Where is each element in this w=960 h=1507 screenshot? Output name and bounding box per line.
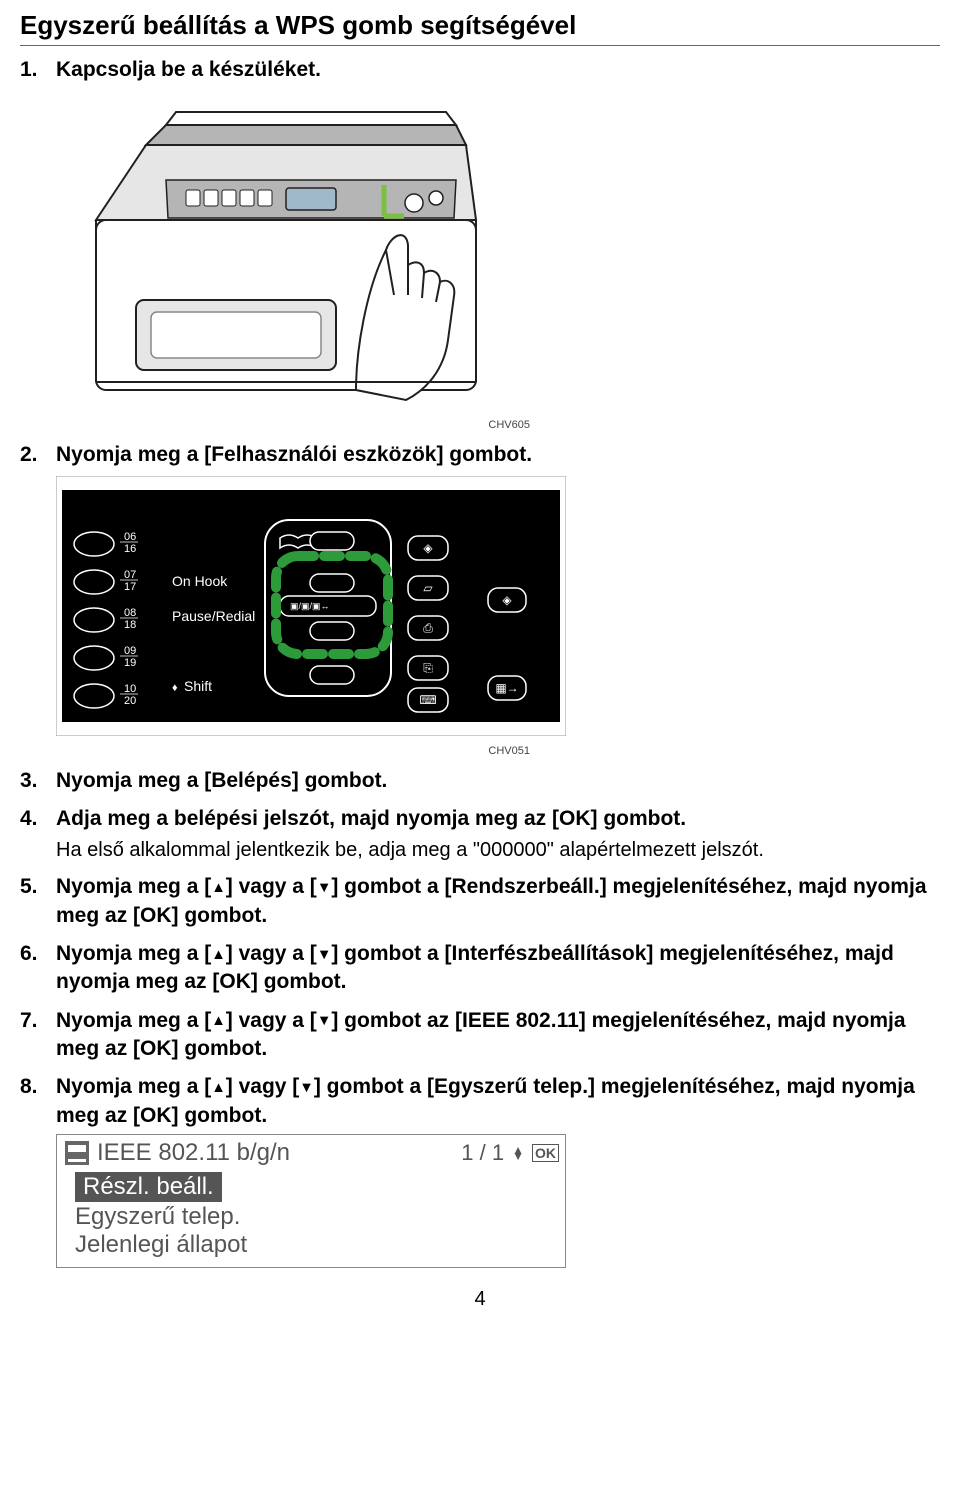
section-title: Egyszerű beállítás a WPS gomb segítségév… [20, 10, 940, 46]
step-6-num: 6. [20, 940, 56, 997]
panel-text-pause: Pause/Redial [172, 608, 255, 624]
step-3-num: 3. [20, 767, 56, 795]
ok-badge: OK [532, 1144, 559, 1162]
step-5: 5. Nyomja meg a [] vagy a [] gombot a [R… [20, 873, 940, 930]
svg-text:09: 09 [124, 645, 136, 657]
svg-text:⌨: ⌨ [419, 693, 436, 707]
step-5-text: Nyomja meg a [] vagy a [] gombot a [Rend… [56, 873, 940, 930]
step-1-text: Kapcsolja be a készüléket. [56, 56, 940, 84]
menu-icon [65, 1141, 89, 1165]
step-4: 4. Adja meg a belépési jelszót, majd nyo… [20, 805, 940, 833]
svg-text:▦→: ▦→ [495, 681, 518, 695]
step-7-text: Nyomja meg a [] vagy a [] gombot az [IEE… [56, 1007, 940, 1064]
step-7-num: 7. [20, 1007, 56, 1064]
svg-text:▣/▣/▣↔: ▣/▣/▣↔ [290, 601, 330, 611]
down-arrow-icon [317, 942, 332, 965]
svg-text:07: 07 [124, 569, 136, 581]
step-8-mid: ] vagy [ [226, 1075, 300, 1098]
step-1: 1. Kapcsolja be a készüléket. [20, 56, 940, 84]
svg-text:16: 16 [124, 543, 136, 555]
step-8-text: Nyomja meg a [] vagy [] gombot a [Egysze… [56, 1073, 940, 1130]
step-6-text: Nyomja meg a [] vagy a [] gombot a [Inte… [56, 940, 940, 997]
step-8: 8. Nyomja meg a [] vagy [] gombot a [Egy… [20, 1073, 940, 1130]
step-5-pre: Nyomja meg a [ [56, 875, 211, 898]
down-arrow-icon [317, 875, 332, 898]
panel-svg: 0616 0717 0818 0919 1020 On Hook Pause/Redia… [56, 476, 566, 736]
svg-text:17: 17 [124, 581, 136, 593]
lcd-selected: Részl. beáll. [75, 1172, 222, 1202]
step-6-pre: Nyomja meg a [ [56, 942, 211, 965]
svg-text:◈: ◈ [502, 593, 512, 607]
svg-text:06: 06 [124, 531, 136, 543]
step-8-pre: Nyomja meg a [ [56, 1075, 211, 1098]
lcd-title: IEEE 802.11 b/g/n [97, 1139, 453, 1167]
up-arrow-icon [211, 875, 226, 898]
step-7-pre: Nyomja meg a [ [56, 1009, 211, 1032]
step-6-mid: ] vagy a [ [226, 942, 317, 965]
up-arrow-icon [211, 1075, 226, 1098]
lcd-menu: IEEE 802.11 b/g/n 1 / 1 ▲▼ OK Részl. beá… [56, 1134, 566, 1268]
page-number: 4 [20, 1288, 940, 1311]
up-arrow-icon [211, 942, 226, 965]
step-6: 6. Nyomja meg a [] vagy a [] gombot a [I… [20, 940, 940, 997]
step-2-num: 2. [20, 441, 56, 469]
panel-illustration: 0616 0717 0818 0919 1020 On Hook Pause/Redia… [20, 476, 940, 741]
step-8-num: 8. [20, 1073, 56, 1130]
lcd-option-2: Jelenlegi állapot [75, 1231, 559, 1259]
svg-text:08: 08 [124, 607, 136, 619]
down-arrow-icon [317, 1009, 332, 1032]
step-2-text: Nyomja meg a [Felhasználói eszközök] gom… [56, 441, 940, 469]
step-4-num: 4. [20, 805, 56, 833]
step-4-note: Ha első alkalommal jelentkezik be, adja … [20, 837, 940, 863]
lcd-page: 1 / 1 [461, 1140, 504, 1166]
printer-illustration [20, 90, 940, 415]
step-4-text: Adja meg a belépési jelszót, majd nyomja… [56, 805, 940, 833]
img-code-panel: CHV051 [20, 745, 530, 757]
up-arrow-icon [211, 1009, 226, 1032]
step-3: 3. Nyomja meg a [Belépés] gombot. [20, 767, 940, 795]
step-5-mid: ] vagy a [ [226, 875, 317, 898]
panel-text-shift: Shift [184, 678, 212, 694]
svg-text:⎙: ⎙ [423, 621, 433, 635]
step-2: 2. Nyomja meg a [Felhasználói eszközök] … [20, 441, 940, 469]
svg-text:⎘: ⎘ [423, 661, 433, 675]
panel-text-onhook: On Hook [172, 573, 228, 589]
down-arrow-icon [299, 1075, 314, 1098]
svg-text:19: 19 [124, 657, 136, 669]
up-down-icon: ▲▼ [512, 1147, 524, 1160]
svg-text:20: 20 [124, 695, 136, 707]
step-7-mid: ] vagy a [ [226, 1009, 317, 1032]
lcd-header: IEEE 802.11 b/g/n 1 / 1 ▲▼ OK [65, 1139, 559, 1167]
svg-text:▱: ▱ [423, 581, 433, 595]
step-1-num: 1. [20, 56, 56, 84]
step-7: 7. Nyomja meg a [] vagy a [] gombot az [… [20, 1007, 940, 1064]
svg-text:♦: ♦ [172, 682, 178, 694]
img-code-printer: CHV605 [20, 419, 530, 431]
printer-svg [56, 90, 516, 410]
lcd-option-1: Egyszerű telep. [75, 1203, 559, 1231]
svg-text:18: 18 [124, 619, 136, 631]
svg-text:◈: ◈ [423, 541, 433, 555]
step-3-text: Nyomja meg a [Belépés] gombot. [56, 767, 940, 795]
svg-text:10: 10 [124, 683, 136, 695]
step-5-num: 5. [20, 873, 56, 930]
